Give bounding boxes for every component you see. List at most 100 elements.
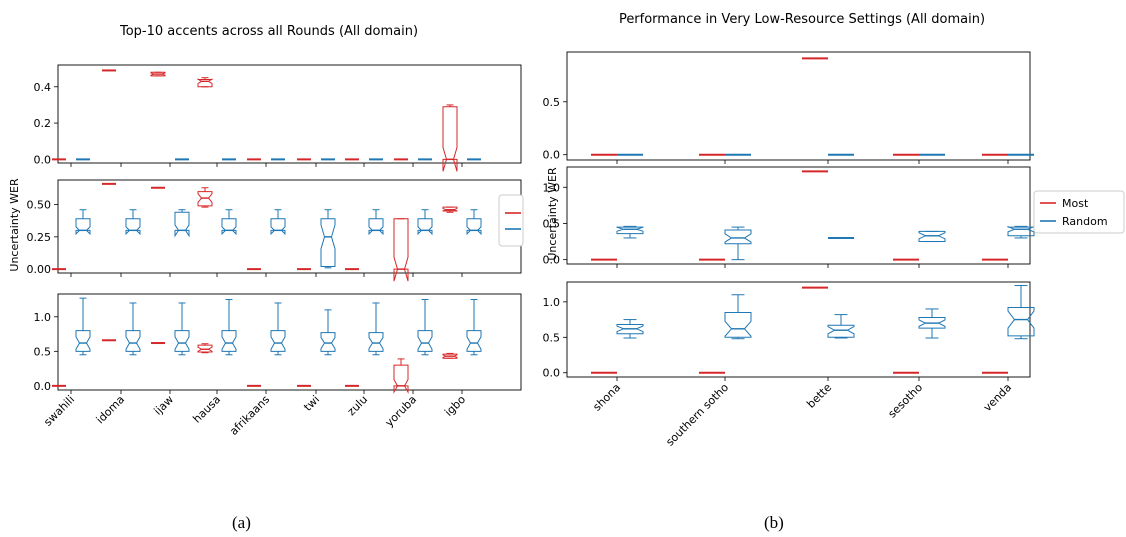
x-tick-label: shona: [590, 381, 623, 414]
random-box: [174, 302, 190, 356]
random-box-outline: [368, 218, 384, 236]
y-axis-label: Uncertainty WER: [546, 167, 559, 261]
random-box: [320, 209, 336, 269]
chart-a: Top-10 accents across all Rounds (All do…: [8, 24, 524, 438]
panel-frame: [566, 51, 1031, 161]
legend-label-most: Most: [1062, 197, 1089, 210]
panel-frame: [57, 64, 522, 164]
y-tick-label: 0.5: [34, 345, 52, 358]
y-axis-label: Uncertainty WER: [8, 178, 21, 272]
panel-2: 0.0 0.5 1.0: [543, 166, 1035, 268]
random-box-outline: [368, 332, 384, 352]
random-box: [918, 230, 946, 243]
random-box: [417, 299, 433, 356]
x-tick-label: hausa: [190, 393, 223, 426]
most-box: [442, 352, 458, 359]
random-box-outline: [174, 330, 190, 352]
legend: Most Random: [1033, 190, 1125, 234]
most-box: [393, 218, 409, 282]
panel-frame: [57, 293, 522, 391]
panel-3: 0.0 0.5 1.0: [543, 281, 1035, 381]
random-box: [1007, 285, 1035, 340]
most-box: [150, 71, 166, 77]
x-tick-label: idoma: [94, 393, 127, 426]
y-tick-label: 0.0: [543, 254, 561, 267]
most-box: [393, 358, 409, 394]
x-tick-label: igbo: [442, 393, 468, 419]
x-tick-label: sesotho: [886, 381, 926, 421]
random-box: [918, 308, 946, 339]
most-box-outline: [442, 353, 458, 359]
random-box-outline: [827, 324, 855, 338]
random-box-outline: [75, 330, 91, 352]
y-tick-label: 0.50: [27, 199, 52, 212]
random-box: [270, 302, 286, 356]
panel-frame: [566, 166, 1031, 265]
most-box-outline: [442, 206, 458, 212]
random-box: [270, 209, 286, 236]
most-box: [442, 206, 458, 213]
random-box: [221, 209, 237, 236]
random-box-outline: [270, 330, 286, 352]
most-box-outline: [393, 364, 409, 394]
random-box-outline: [466, 330, 482, 352]
y-tick-label: 0.5: [543, 96, 561, 109]
most-box: [197, 343, 213, 354]
random-box-outline: [417, 218, 433, 236]
x-tick-label: afrikaans: [227, 393, 272, 438]
random-box-outline: [724, 311, 752, 338]
chart-b: Performance in Very Low-Resource Setting…: [543, 12, 1125, 449]
panel-2: 0.00 0.25 0.50: [27, 179, 522, 282]
x-tick-label: twi: [301, 393, 322, 414]
random-box: [125, 302, 141, 356]
random-box: [466, 299, 482, 356]
x-tick-label: swahili: [41, 393, 77, 429]
random-box: [75, 297, 91, 356]
random-box-outline: [221, 330, 237, 352]
random-box: [368, 302, 384, 356]
random-box-outline: [270, 218, 286, 236]
legend-frame: [1033, 190, 1125, 234]
random-box-outline: [221, 218, 237, 236]
random-box-outline: [75, 218, 91, 236]
random-box-outline: [320, 218, 336, 268]
y-tick-label: 0.5: [543, 331, 561, 344]
random-box: [320, 309, 336, 356]
random-box: [125, 209, 141, 236]
chart-title: Top-10 accents across all Rounds (All do…: [119, 24, 418, 39]
random-box: [417, 209, 433, 236]
random-box-outline: [125, 330, 141, 352]
most-box-outline: [197, 78, 213, 88]
random-box-outline: [320, 332, 336, 352]
random-box: [174, 209, 190, 238]
random-box-outline: [125, 218, 141, 236]
random-box: [466, 209, 482, 236]
panel-frame: [57, 179, 522, 274]
random-box-outline: [918, 316, 946, 329]
y-tick-label: 0.0: [543, 367, 561, 380]
y-tick-label: 1.0: [34, 311, 52, 324]
random-box: [616, 225, 644, 239]
random-box: [75, 209, 91, 236]
legend-frame: [498, 194, 524, 247]
most-box: [442, 104, 458, 172]
y-tick-label: 0.4: [34, 81, 52, 94]
x-tick-label: zulu: [345, 393, 370, 418]
most-box: [197, 77, 213, 88]
random-box: [616, 319, 644, 339]
random-box: [724, 226, 752, 261]
random-box: [221, 299, 237, 356]
y-tick-label: 0.0: [34, 380, 52, 393]
most-box-outline: [197, 344, 213, 353]
y-tick-label: 0.0: [34, 153, 52, 166]
random-box-outline: [918, 230, 946, 243]
most-box-outline: [442, 106, 458, 172]
random-box-outline: [417, 330, 433, 352]
y-tick-label: 0.0: [543, 149, 561, 162]
random-box: [827, 314, 855, 339]
random-box: [368, 209, 384, 236]
panel-3: 0.0 0.5 1.0: [34, 293, 522, 394]
x-tick-label: ijaw: [151, 393, 176, 418]
y-tick-label: 0.00: [27, 263, 52, 276]
random-box: [724, 294, 752, 340]
